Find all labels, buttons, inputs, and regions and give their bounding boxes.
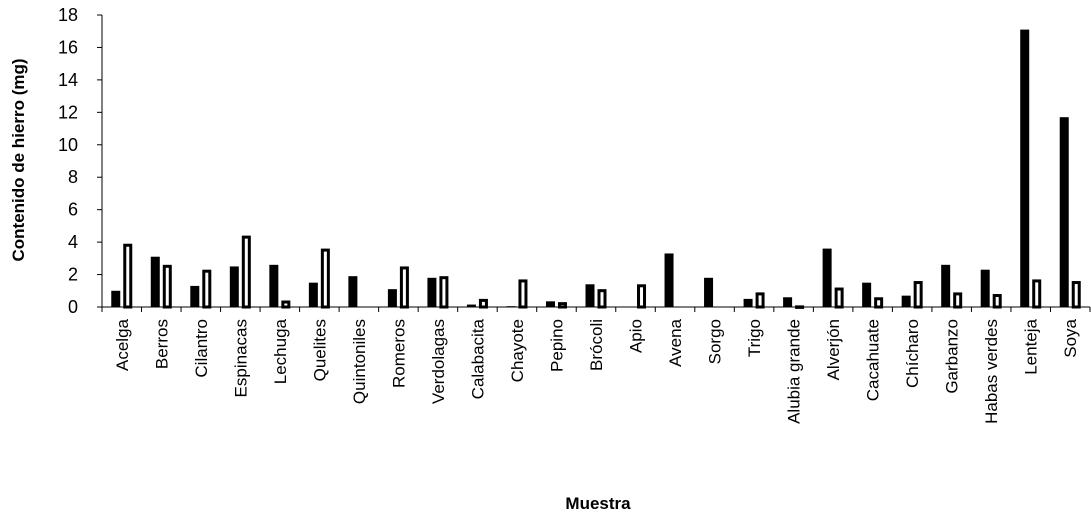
x-category-label: Pepino xyxy=(547,319,566,372)
x-category-label: Avena xyxy=(666,318,685,366)
bar-hollow-cacahuate xyxy=(874,297,884,309)
x-category-label: Habas verdes xyxy=(982,319,1001,424)
x-category-label: Chícharo xyxy=(903,319,922,388)
bar-filled-lechuga xyxy=(269,264,279,307)
bar-filled-trigo xyxy=(743,298,753,307)
y-tick-label: 16 xyxy=(58,37,78,57)
x-category-label: Alubia grande xyxy=(785,319,804,424)
x-category-label: Quintoniles xyxy=(350,319,369,404)
x-axis-ticks xyxy=(101,307,1091,312)
x-category-label: Chayote xyxy=(508,319,527,382)
x-category-label: Espinacas xyxy=(231,319,250,397)
y-tick-label: 14 xyxy=(58,70,78,90)
bar-hollow-lechuga xyxy=(281,300,291,309)
x-category-label: Garbanzo xyxy=(943,319,962,394)
bar-filled-cacahuate xyxy=(862,282,872,307)
x-category-labels: Acelga Berros Cilantro Espinacas Lechuga Quel… xyxy=(113,318,1080,423)
x-category-label: Apio xyxy=(627,319,646,353)
x-category-label: Berros xyxy=(152,319,171,369)
x-category-label: Lechuga xyxy=(271,318,290,384)
bar-filled-chícharo xyxy=(901,295,911,307)
bar-filled-verdolagas xyxy=(427,277,437,307)
x-category-label: Cilantro xyxy=(192,319,211,378)
x-category-label: Alverjón xyxy=(824,319,843,380)
bar-filled-espinacas xyxy=(229,266,239,307)
bar-filled-calabacita xyxy=(466,304,476,307)
bar-hollow-brócoli xyxy=(597,289,607,309)
y-tick-label: 8 xyxy=(68,167,78,187)
bar-filled-cilantro xyxy=(190,285,200,307)
bar-hollow-quelites xyxy=(320,248,330,309)
bar-hollow-trigo xyxy=(755,292,765,309)
bar-filled-garbanzo xyxy=(941,264,951,307)
x-category-label: Lenteja xyxy=(1022,318,1041,374)
x-category-label: Romeros xyxy=(389,319,408,388)
x-category-label: Brócoli xyxy=(587,319,606,371)
x-category-label: Verdolagas xyxy=(429,319,448,404)
x-category-label: Cacahuate xyxy=(864,319,883,401)
bar-hollow-verdolagas xyxy=(439,276,449,309)
bar-filled-sorgo xyxy=(704,277,714,307)
bar-hollow-chayote xyxy=(518,279,528,309)
bar-hollow-berros xyxy=(162,264,172,309)
bar-filled-romeros xyxy=(387,289,397,307)
x-category-label: Calabacita xyxy=(468,318,487,399)
bar-hollow-espinacas xyxy=(241,235,251,309)
bar-filled-berros xyxy=(150,256,160,307)
bar-filled-alverjón xyxy=(822,248,832,307)
bar-hollow-romeros xyxy=(399,266,409,309)
y-tick-label: 10 xyxy=(58,135,78,155)
bar-hollow-apio xyxy=(637,284,647,309)
y-tick-label: 18 xyxy=(58,5,78,25)
bar-hollow-chícharo xyxy=(913,281,923,309)
bar-filled-pepino xyxy=(545,301,555,307)
bar-hollow-cilantro xyxy=(202,269,212,309)
bars-group xyxy=(111,29,1081,309)
y-tick-label: 2 xyxy=(68,265,78,285)
x-category-label: Trigo xyxy=(745,319,764,357)
bar-filled-avena xyxy=(664,253,674,307)
bar-filled-soya xyxy=(1059,117,1069,307)
bar-filled-alubia-grande xyxy=(783,297,793,307)
y-tick-label: 0 xyxy=(68,297,78,317)
x-category-label: Quelites xyxy=(310,319,329,381)
bar-filled-lenteja xyxy=(1020,29,1030,307)
bar-hollow-soya xyxy=(1071,281,1081,309)
bar-hollow-habas-verdes xyxy=(992,294,1002,309)
bar-hollow-garbanzo xyxy=(953,292,963,309)
y-tick-label: 6 xyxy=(68,200,78,220)
bar-hollow-acelga xyxy=(123,243,133,309)
bar-hollow-pepino xyxy=(557,302,567,309)
bar-filled-brócoli xyxy=(585,284,595,307)
y-tick-label: 4 xyxy=(68,232,78,252)
bar-filled-quintoniles xyxy=(348,276,358,307)
y-axis-ticks: 0 2 4 6 8 10 12 14 16 18 xyxy=(58,5,102,317)
x-category-label: Sorgo xyxy=(706,319,725,364)
bar-hollow-lenteja xyxy=(1032,279,1042,309)
x-category-label: Soya xyxy=(1061,318,1080,357)
x-axis-title: Muestra xyxy=(565,494,631,513)
bar-filled-quelites xyxy=(308,282,318,307)
y-axis-title: Contenido de hierro (mg) xyxy=(9,58,28,261)
y-tick-label: 12 xyxy=(58,102,78,122)
x-category-label: Acelga xyxy=(113,318,132,371)
bar-filled-acelga xyxy=(111,290,121,307)
bar-filled-habas-verdes xyxy=(980,269,990,307)
bar-hollow-alverjón xyxy=(834,287,844,309)
bar-hollow-calabacita xyxy=(478,298,488,309)
